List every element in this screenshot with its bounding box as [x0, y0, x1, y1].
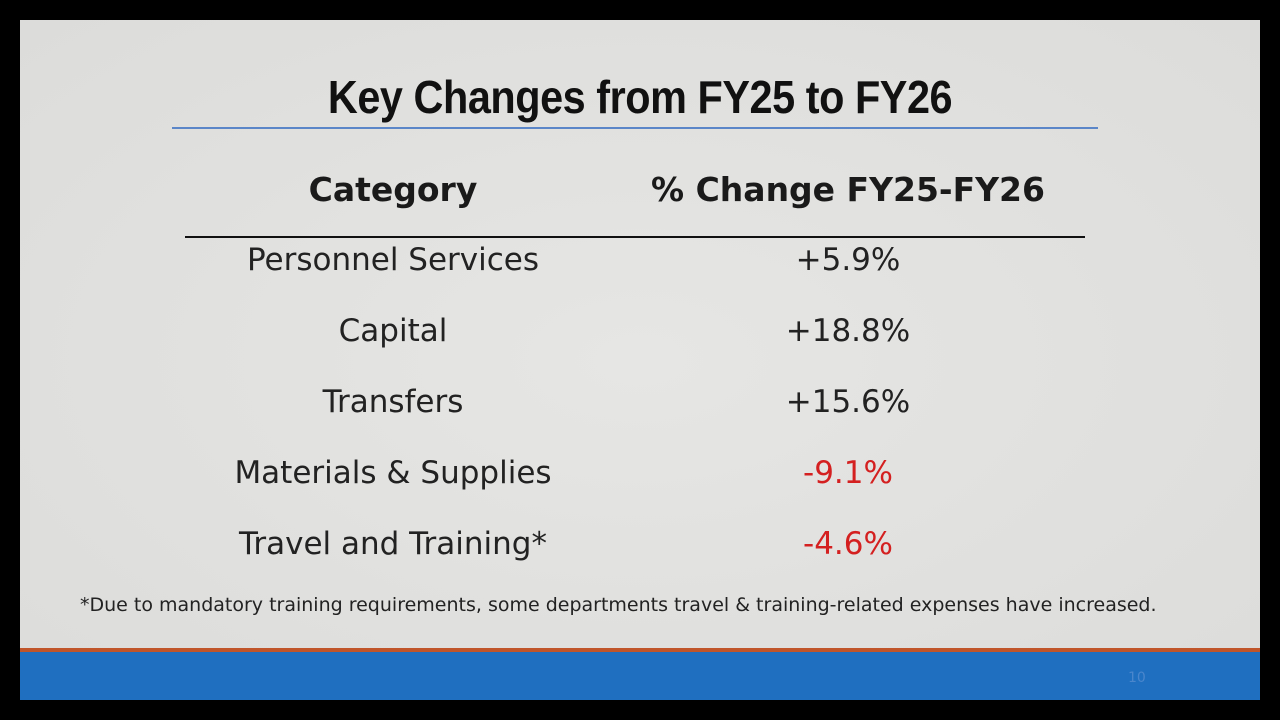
- footer-accent: [20, 648, 1260, 652]
- table-cell: Travel and Training*: [238, 526, 547, 562]
- table-cell: -9.1%: [803, 455, 893, 491]
- table-cell: -4.6%: [803, 526, 893, 562]
- slide: Key Changes from FY25 to FY26 Category %…: [20, 20, 1260, 700]
- header-rule: [185, 236, 1085, 238]
- title-rule: [172, 127, 1098, 129]
- table-cell: Capital: [338, 313, 448, 349]
- table-cell: +18.8%: [785, 313, 911, 349]
- header-cell: Category: [308, 170, 478, 209]
- table-cell: +5.9%: [795, 242, 901, 278]
- page-number: 10: [1128, 670, 1146, 686]
- header-cell: % Change FY25-FY26: [651, 170, 1045, 209]
- table-cell: Personnel Services: [246, 242, 540, 278]
- table-cell: +15.6%: [785, 384, 911, 420]
- slide-title: Key Changes from FY25 to FY26: [327, 71, 953, 123]
- table-cell: Materials & Supplies: [234, 455, 552, 491]
- footer-band: [20, 652, 1260, 700]
- table-cell: Transfers: [322, 384, 464, 420]
- footnote: *Due to mandatory training requirements,…: [80, 594, 1157, 616]
